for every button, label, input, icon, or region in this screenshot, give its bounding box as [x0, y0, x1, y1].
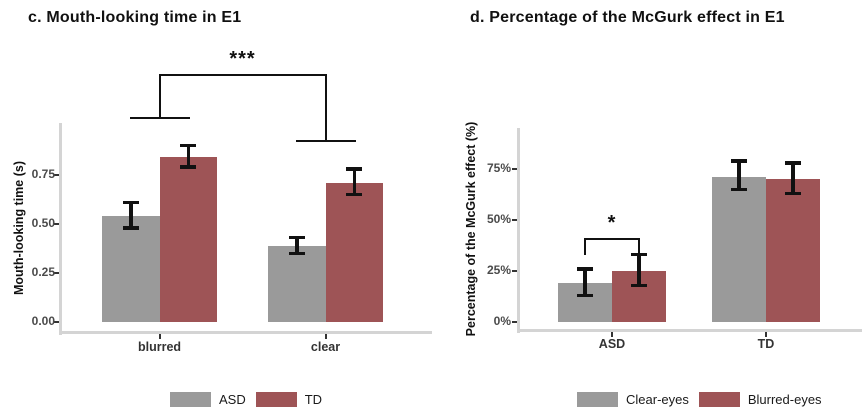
error-bar-line: [791, 162, 795, 194]
legend-item-blurred-eyes: Blurred-eyes: [698, 392, 822, 407]
asd-color-swatch: [170, 392, 211, 407]
y-tick-label: 50%: [486, 212, 511, 226]
y-tick-mark: [511, 321, 517, 323]
error-bar-line: [737, 160, 741, 190]
clear-eyes-color-swatch: [577, 392, 618, 407]
x-tick-mark: [765, 331, 767, 337]
error-bar-cap-bottom: [346, 192, 363, 197]
y-tick-label: 25%: [486, 263, 511, 277]
y-tick-mark: [53, 174, 59, 176]
significance-main-bracket: [159, 73, 326, 76]
x-tick-mark: [611, 331, 613, 337]
error-bar-cap-bottom: [577, 293, 593, 298]
error-bar-cap-bottom: [785, 191, 801, 196]
y-tick-label: 75%: [486, 161, 511, 175]
x-axis-line: [58, 330, 432, 334]
y-tick-mark: [53, 272, 59, 274]
bar-td-blurred: [159, 157, 217, 322]
significance-main-bracket: [585, 237, 639, 240]
error-bar-line: [295, 237, 299, 254]
error-bar-cap-top: [288, 235, 305, 240]
error-bar-line: [583, 268, 587, 296]
legend-item-td: TD: [255, 392, 323, 407]
bar-asd-clear: [268, 245, 326, 322]
significance-vertical: [638, 237, 640, 255]
legend-item-clear-eyes: Clear-eyes: [577, 392, 689, 407]
y-tick-mark: [511, 219, 517, 221]
error-bar-cap-bottom: [288, 251, 305, 256]
error-bar-cap-bottom: [631, 283, 647, 288]
error-bar-line: [186, 145, 190, 168]
y-tick-mark: [53, 321, 59, 323]
blurred-eyes-color-swatch: [698, 392, 740, 407]
y-tick-mark: [511, 168, 517, 170]
significance-sub-bracket: [295, 140, 356, 143]
significance-stars: *: [607, 211, 617, 234]
bar-blurred-eyes-td: [766, 179, 820, 322]
error-bar-line: [637, 254, 641, 286]
error-bar-cap-top: [122, 200, 139, 205]
bar-td-clear: [325, 182, 383, 322]
chart-d-title: d. Percentage of the McGurk effect in E1: [470, 9, 785, 26]
bar-asd-blurred: [102, 216, 160, 322]
error-bar-line: [129, 202, 133, 228]
y-tick-label: 0.25: [31, 265, 55, 279]
error-bar-cap-top: [631, 252, 647, 257]
legend-label-blurred-eyes: Blurred-eyes: [747, 392, 822, 407]
significance-stars: ***: [229, 47, 256, 70]
x-axis-line: [516, 328, 862, 332]
chart-d-legend: Clear-eyes Blurred-eyes: [577, 392, 822, 407]
y-tick-label: 0.50: [31, 216, 55, 230]
x-tick-mark: [158, 333, 161, 339]
significance-sub-bracket: [129, 116, 190, 119]
x-tick-mark: [324, 333, 327, 339]
chart-d-y-axis-title: Percentage of the McGurk effect (%): [464, 121, 478, 337]
error-bar-cap-top: [577, 267, 593, 271]
chart-c-title: c. Mouth-looking time in E1: [28, 9, 242, 26]
error-bar-cap-bottom: [180, 165, 197, 169]
significance-vertical: [158, 73, 161, 117]
significance-vertical: [324, 73, 327, 141]
error-bar-cap-bottom: [122, 226, 139, 230]
y-tick-mark: [511, 270, 517, 272]
error-bar-cap-top: [785, 161, 801, 165]
bar-clear-eyes-td: [712, 177, 766, 322]
error-bar-cap-top: [731, 159, 747, 163]
y-tick-label: 0.75: [31, 167, 55, 181]
x-tick-label: ASD: [598, 337, 626, 351]
x-tick-label: TD: [757, 337, 775, 351]
error-bar-cap-top: [180, 143, 197, 148]
y-tick-label: 0.00: [31, 314, 55, 328]
error-bar-cap-top: [346, 167, 363, 171]
legend-label-td: TD: [304, 392, 323, 407]
y-tick-mark: [53, 223, 59, 225]
error-bar-line: [352, 169, 356, 195]
chart-c-legend: ASD TD: [170, 392, 322, 407]
legend-label-asd: ASD: [219, 392, 246, 407]
error-bar-cap-bottom: [731, 187, 747, 192]
significance-vertical: [584, 237, 586, 255]
td-color-swatch: [255, 392, 297, 407]
y-axis-line: [58, 123, 62, 335]
x-tick-label: blurred: [137, 340, 182, 354]
legend-label-clear-eyes: Clear-eyes: [626, 392, 689, 407]
legend-item-asd: ASD: [170, 392, 246, 407]
y-axis-line: [516, 128, 520, 333]
y-tick-label: 0%: [493, 314, 511, 328]
x-tick-label: clear: [310, 340, 341, 354]
